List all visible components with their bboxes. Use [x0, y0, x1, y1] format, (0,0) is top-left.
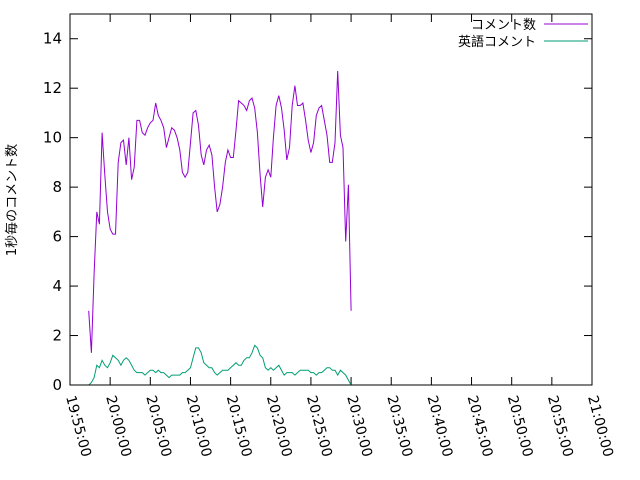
- y-tick-label: 0: [52, 376, 62, 394]
- series-line-1: [88, 344, 352, 386]
- y-axis-ticks: 0 2 4 6 8 10 12 14: [43, 30, 592, 394]
- y-tick-label: 6: [52, 228, 62, 246]
- plot-frame: [69, 13, 593, 386]
- y-tick-label: 14: [43, 30, 62, 48]
- legend-label-0: コメント数: [471, 18, 536, 33]
- y-tick-label: 12: [43, 79, 62, 97]
- y-axis-label: 1秒毎のコメント数: [4, 144, 20, 256]
- y-tick-label: 4: [52, 277, 62, 295]
- y-tick-label: 8: [52, 178, 62, 196]
- y-tick-label: 2: [52, 327, 62, 345]
- y-tick-label: 10: [43, 129, 62, 147]
- series-layer: [88, 70, 352, 386]
- legend-label-1: 英語コメント: [458, 34, 536, 50]
- series-line-0: [88, 70, 352, 353]
